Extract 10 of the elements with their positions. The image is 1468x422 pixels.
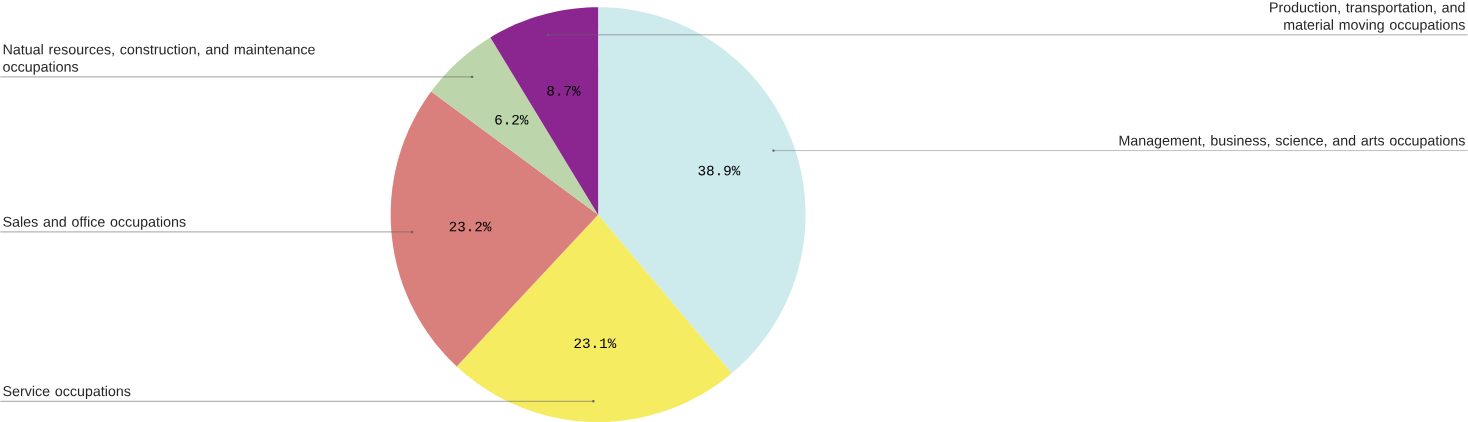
slice-label: Management, business, science, and arts occupations bbox=[1119, 135, 1465, 149]
slice-label: Natual resources, construction, and maintenance occupations bbox=[3, 44, 315, 75]
data-label: 23.1% bbox=[574, 338, 617, 349]
slice-label: Service occupations bbox=[3, 385, 131, 399]
slice-label: Production, transportation, and material moving occupations bbox=[1270, 2, 1465, 33]
data-label: 6.2% bbox=[495, 114, 529, 125]
data-label: 8.7% bbox=[547, 85, 581, 96]
data-label: 38.9% bbox=[698, 165, 741, 176]
data-label: 23.2% bbox=[449, 221, 492, 232]
slice-label: Sales and office occupations bbox=[3, 216, 186, 230]
